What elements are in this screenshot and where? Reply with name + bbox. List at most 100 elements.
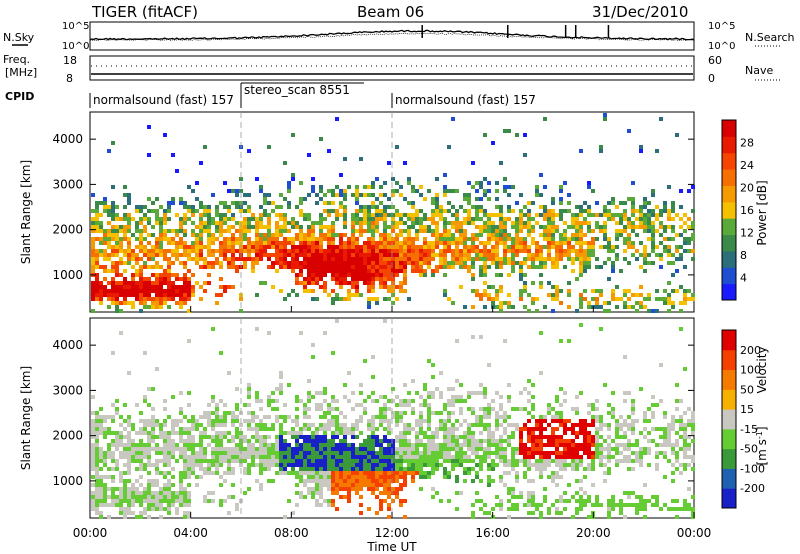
power-colorbar-label: Power [dB]: [755, 180, 769, 245]
heat-cell: [587, 499, 591, 503]
heat-cell: [135, 447, 139, 451]
heat-cell: [575, 479, 579, 483]
heat-cell: [519, 265, 523, 269]
heat-cell: [551, 407, 555, 411]
heat-cell: [587, 265, 591, 269]
heat-cell: [283, 467, 287, 471]
heat-cell: [535, 443, 539, 447]
cpid-segment-label: normalsound (fast) 157: [93, 93, 234, 107]
heat-cell: [359, 511, 363, 515]
heat-cell: [331, 451, 335, 455]
heat-cell: [623, 355, 627, 359]
heat-cell: [299, 399, 303, 403]
heat-cell: [163, 133, 167, 137]
heat-cell: [599, 455, 603, 459]
heat-cell: [559, 443, 563, 447]
heat-cell: [611, 293, 615, 297]
heat-cell: [103, 257, 107, 261]
heat-cell: [95, 459, 99, 463]
heat-cell: [347, 371, 351, 375]
heat-cell: [311, 343, 315, 347]
heat-cell: [583, 503, 587, 507]
heat-cell: [151, 297, 155, 301]
heat-cell: [607, 515, 611, 519]
heat-cell: [427, 471, 431, 475]
heat-cell: [579, 459, 583, 463]
heat-cell: [543, 229, 547, 233]
heat-cell: [475, 209, 479, 213]
heat-cell: [527, 257, 531, 261]
heat-cell: [691, 209, 695, 213]
heat-cell: [623, 503, 627, 507]
heat-cell: [163, 301, 167, 305]
heat-cell: [215, 221, 219, 225]
heat-cell: [503, 455, 507, 459]
heat-cell: [351, 233, 355, 237]
heat-cell: [303, 439, 307, 443]
heat-cell: [119, 455, 123, 459]
heat-cell: [495, 229, 499, 233]
heat-cell: [167, 229, 171, 233]
heat-cell: [651, 427, 655, 431]
heat-cell: [515, 507, 519, 511]
heat-cell: [395, 145, 399, 149]
heat-cell: [147, 241, 151, 245]
heat-cell: [683, 297, 687, 301]
heat-cell: [651, 261, 655, 265]
heat-cell: [335, 245, 339, 249]
heat-cell: [259, 487, 263, 491]
heat-cell: [139, 249, 143, 253]
heat-cell: [179, 241, 183, 245]
heat-cell: [635, 439, 639, 443]
heat-cell: [219, 475, 223, 479]
heat-cell: [283, 515, 287, 519]
heat-cell: [131, 265, 135, 269]
heat-cell: [327, 201, 331, 205]
heat-cell: [683, 507, 687, 511]
heat-cell: [231, 217, 235, 221]
heat-cell: [319, 229, 323, 233]
heat-cell: [275, 229, 279, 233]
heat-cell: [343, 459, 347, 463]
heat-cell: [155, 503, 159, 507]
heat-cell: [95, 253, 99, 257]
heat-cell: [531, 225, 535, 229]
heat-cell: [539, 257, 543, 261]
heat-cell: [103, 269, 107, 273]
heat-cell: [523, 213, 527, 217]
heat-cell: [403, 431, 407, 435]
heat-cell: [515, 427, 519, 431]
heat-cell: [171, 395, 175, 399]
heat-cell: [659, 221, 663, 225]
heat-cell: [99, 475, 103, 479]
heat-cell: [319, 479, 323, 483]
heat-cell: [335, 265, 339, 269]
heat-cell: [243, 209, 247, 213]
heat-cell: [367, 213, 371, 217]
heat-cell: [331, 423, 335, 427]
heat-cell: [279, 463, 283, 467]
heat-cell: [555, 289, 559, 293]
heat-cell: [359, 233, 363, 237]
heat-cell: [511, 495, 515, 499]
heat-cell: [299, 281, 303, 285]
heat-cell: [507, 507, 511, 511]
heat-cell: [411, 411, 415, 415]
heat-cell: [471, 423, 475, 427]
heat-cell: [435, 443, 439, 447]
heat-cell: [355, 455, 359, 459]
heat-cell: [579, 293, 583, 297]
heat-cell: [163, 495, 167, 499]
heat-cell: [107, 431, 111, 435]
heat-cell: [435, 213, 439, 217]
heat-cell: [123, 487, 127, 491]
heat-cell: [251, 249, 255, 253]
heat-cell: [95, 209, 99, 213]
heat-cell: [323, 237, 327, 241]
heat-cell: [171, 281, 175, 285]
heat-cell: [651, 439, 655, 443]
heat-cell: [483, 193, 487, 197]
heat-cell: [123, 403, 127, 407]
heat-cell: [675, 439, 679, 443]
heat-cell: [643, 415, 647, 419]
